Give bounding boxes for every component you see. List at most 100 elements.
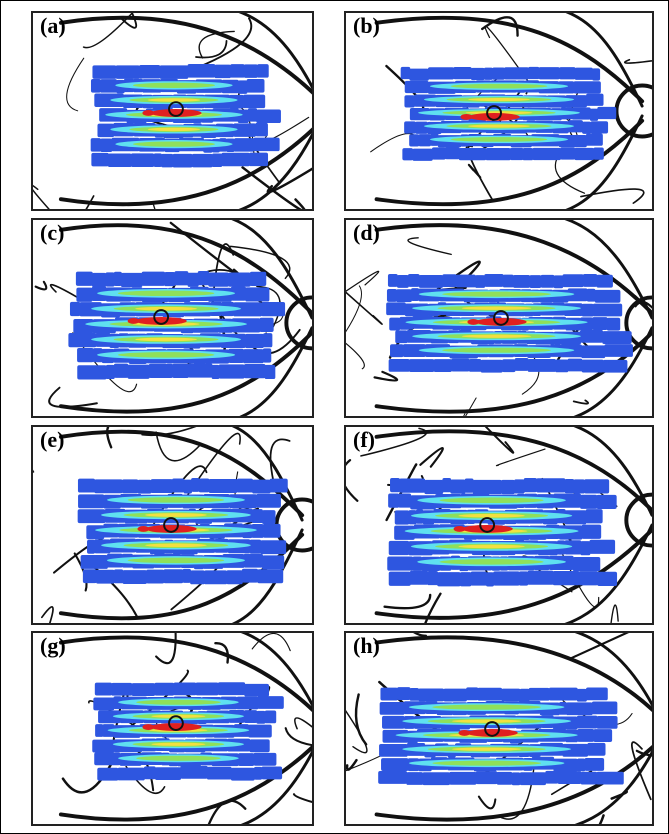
vessel-network [346,427,652,623]
major-vessel [238,13,312,90]
vessel-branch [481,16,519,37]
heatmap-band-green [432,704,542,710]
heatmap-cell [511,772,521,786]
heatmap-band-yellow [461,306,532,310]
heatmap-cell [90,79,102,93]
heatmap-cell [191,477,200,492]
vessel-branch [106,427,113,449]
heatmap-cell [195,682,219,696]
vessel-branch [266,167,312,194]
major-vessel [573,427,652,517]
heatmap-cell [459,572,472,587]
vessel-branch [467,163,482,179]
fovea-outline [163,517,179,533]
heatmap-cell [560,147,576,160]
heatmap-cell [253,137,280,152]
heatmap-cell [398,493,412,508]
heatmap-cell [455,274,476,288]
heatmap-cell [468,358,482,372]
heatmap-hotspot [150,109,202,117]
heatmap-cell [477,687,503,701]
heatmap-cell [596,715,618,729]
heatmap-cell [257,696,284,709]
major-vessel [58,429,305,518]
heatmap-cell [159,65,189,79]
heatmap-cell [153,153,163,167]
vessel-branch [85,195,95,209]
heatmap-cell [400,66,411,80]
heatmap-cell [221,152,250,167]
heatmap-cell [105,272,115,287]
heatmap-hotspot [453,525,466,532]
panel-c: (c) [31,218,314,418]
heatmap-cell [182,568,192,583]
heatmap-cell [233,302,263,317]
heatmap-cell [148,363,173,378]
heatmap-hotspot [461,525,513,533]
heatmap-band-yellow [145,513,207,517]
heatmap-cell [187,363,213,378]
panel-label-c: (c) [40,220,65,245]
heatmap-cell [589,108,599,121]
heatmap-cell [527,570,554,585]
heatmap-cell [251,524,264,538]
heatmap-cell [217,682,246,696]
vessel-branch [269,438,291,490]
heatmap-cell [236,696,259,710]
heatmap-hotspot [127,318,140,324]
fovea-outline [479,517,496,533]
vessel-branch [229,245,291,280]
heatmap-cell [231,318,261,333]
heatmap-band-green [439,497,544,504]
heatmap-cell [390,344,404,358]
heatmap-cell [587,742,606,756]
vessel-branch [155,633,177,665]
heatmap-cell [211,364,220,380]
heatmap-band-yellow [451,719,522,723]
heatmap-cell [214,64,232,79]
heatmap-cell [255,122,268,137]
heatmap-cell [412,148,433,161]
heatmap-cell [381,758,409,772]
heatmap-hotspot [150,723,202,731]
density-heatmap [386,273,633,373]
heatmap-band-green [132,82,215,88]
heatmap-cell [591,701,618,715]
heatmap-cell [191,153,213,168]
major-vessel [240,633,312,708]
heatmap-cell [261,302,286,317]
heatmap-cell [485,148,511,161]
heatmap-cell [536,478,566,493]
heatmap-cell [198,478,210,493]
heatmap-band-yellow [458,544,525,549]
heatmap-cell [94,682,113,696]
heatmap-hotspot [145,525,197,533]
heatmap-cell [590,121,609,134]
heatmap-band-yellow [451,747,522,751]
heatmap-cell [262,523,281,538]
heatmap-band-green [442,291,551,297]
heatmap-cell [409,68,429,81]
heatmap-cell [410,288,420,301]
density-heatmap [90,64,281,168]
heatmap-cell [260,540,287,555]
heatmap-cell [115,65,140,79]
heatmap-cell [464,478,474,493]
heatmap-cell [558,81,575,94]
panel-d: (d) [344,218,654,418]
heatmap-cell [263,333,273,348]
heatmap-cell [558,701,567,715]
heatmap-cell [565,95,588,108]
heatmap-band-green [136,699,221,705]
heatmap-cell [228,348,244,363]
heatmap-cell [86,525,105,540]
heatmap-cell [253,752,277,766]
vessel-branch [360,427,428,457]
heatmap-band-green [117,290,215,297]
heatmap-cell [94,539,111,554]
heatmap-cell [422,772,451,786]
heatmap-cell [218,364,245,379]
heatmap-cell [251,509,263,524]
heatmap-cell [208,272,230,287]
heatmap-hotspot [468,112,520,121]
